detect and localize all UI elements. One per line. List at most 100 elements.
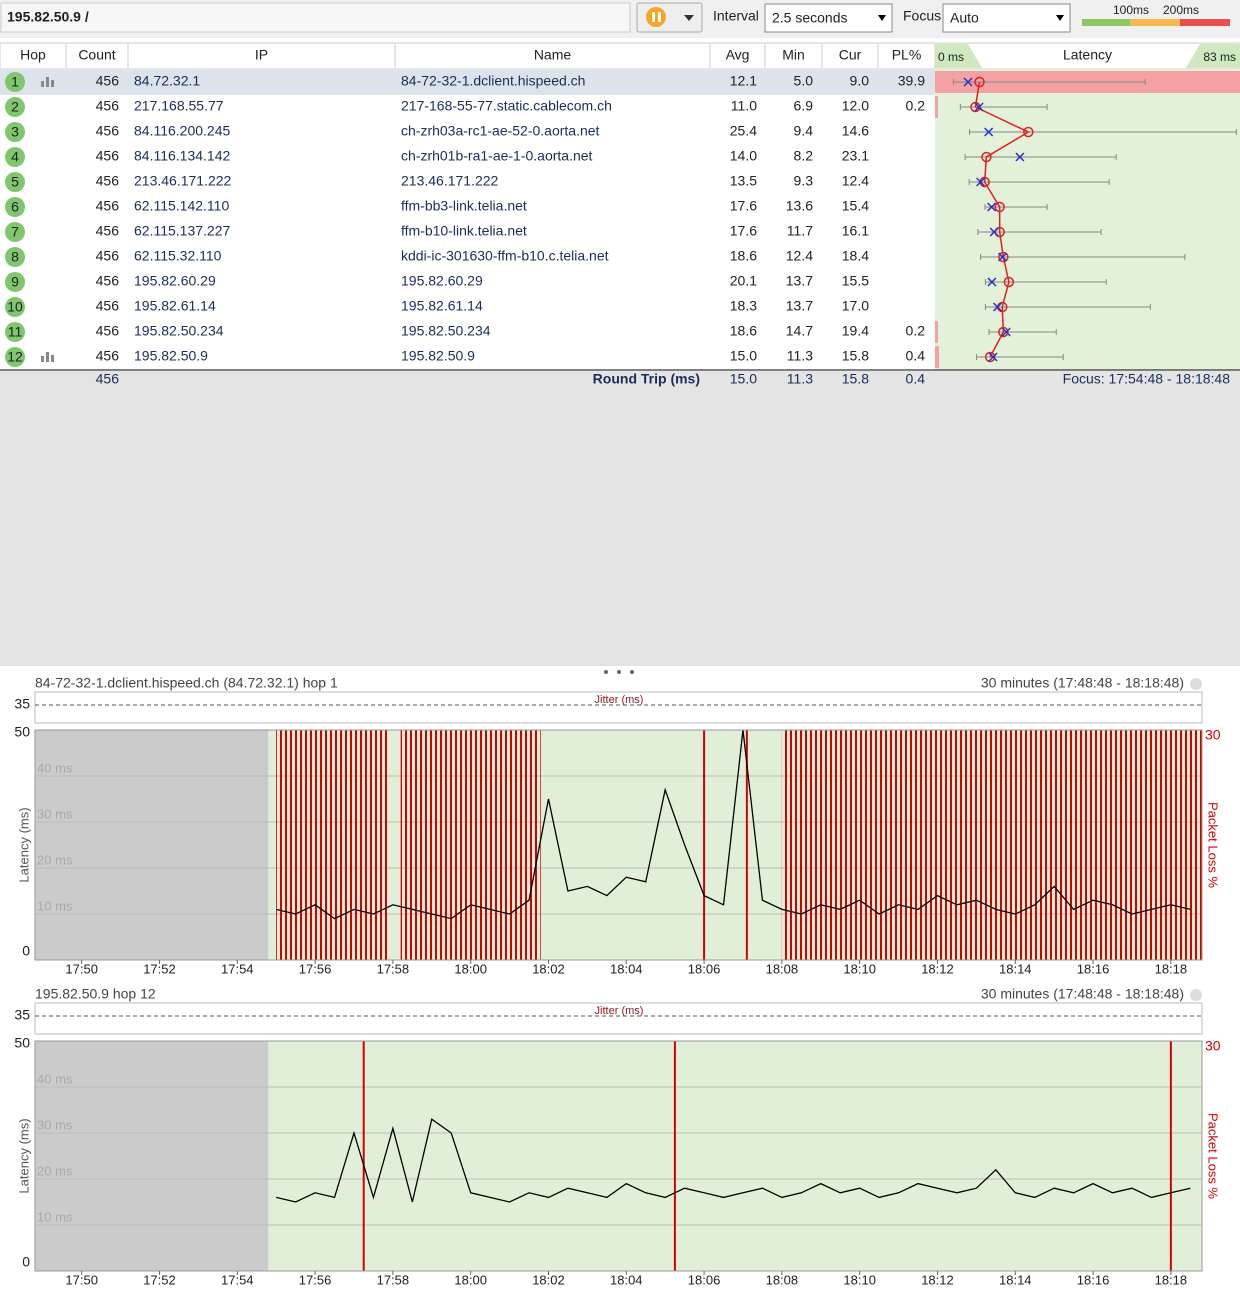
column-header: Min	[782, 47, 805, 63]
avg-marker	[998, 251, 1009, 263]
x-tick-label: 18:10	[843, 1272, 876, 1287]
x-tick-label: 18:16	[1077, 1272, 1110, 1287]
hop-badge	[5, 347, 25, 367]
ip: 195.82.61.14	[134, 298, 216, 314]
count: 456	[96, 248, 120, 264]
avg: 12.1	[730, 73, 757, 89]
avg-marker	[1023, 126, 1034, 138]
scale-red	[1180, 19, 1230, 26]
latency-min-label: 0 ms	[938, 50, 964, 64]
cur-marker	[1015, 152, 1025, 162]
x-tick-label: 18:00	[454, 1272, 487, 1287]
range-dropdown[interactable]	[1190, 989, 1202, 1001]
cur: 18.4	[842, 248, 869, 264]
host-name: ffm-b10-link.telia.net	[401, 223, 527, 239]
round-trip-avg: 15.0	[730, 371, 757, 387]
graph-icon	[51, 355, 54, 362]
x-tick-label: 17:52	[143, 1272, 176, 1287]
latency-max-label: 83 ms	[1203, 50, 1236, 64]
address-box[interactable]	[0, 2, 631, 33]
cur: 15.8	[842, 348, 869, 364]
avg-marker	[974, 76, 985, 88]
cur-marker	[974, 102, 984, 112]
selected-row	[0, 70, 935, 95]
min: 9.4	[794, 123, 814, 139]
y-tick-label: 40 ms	[37, 760, 73, 775]
hop-badge	[5, 297, 25, 317]
x-tick-label: 18:12	[921, 961, 954, 976]
plot-frame	[34, 729, 1203, 961]
hop-number: 12	[7, 349, 23, 365]
x-tick-label: 17:58	[377, 961, 410, 976]
ip: 84.72.32.1	[134, 73, 200, 89]
packet-loss: 39.9	[898, 73, 925, 89]
header-shade	[935, 44, 982, 68]
range-dropdown[interactable]	[1190, 678, 1202, 690]
hop-number: 5	[11, 174, 19, 190]
cur: 12.4	[842, 173, 869, 189]
count: 456	[96, 323, 120, 339]
graph-icon	[41, 356, 44, 362]
avg: 18.3	[730, 298, 757, 314]
count: 456	[96, 298, 120, 314]
avg: 17.6	[730, 198, 757, 214]
packet-loss: 0.2	[906, 323, 926, 339]
loss-bar	[935, 96, 938, 118]
hop-badge	[5, 322, 25, 342]
focus-label: Focus	[903, 8, 941, 24]
hop-badge	[5, 97, 25, 117]
y-tick-label: 40 ms	[37, 1071, 73, 1086]
cur: 16.1	[842, 223, 869, 239]
x-tick-label: 18:06	[688, 1272, 721, 1287]
cur: 15.5	[842, 273, 869, 289]
plot-frame	[34, 1040, 1203, 1272]
cur-marker	[987, 202, 997, 212]
avg: 15.0	[730, 348, 757, 364]
count: 456	[96, 123, 120, 139]
host-name: ffm-bb3-link.telia.net	[401, 198, 527, 214]
y-tick-label: 30 ms	[37, 806, 73, 821]
focus-select[interactable]	[942, 3, 1071, 33]
loss-band	[276, 730, 389, 960]
y2-axis-title: Packet Loss %	[1206, 802, 1221, 888]
host-name: ch-zrh01b-ra1-ae-1-0.aorta.net	[401, 148, 593, 164]
ip: 62.115.137.227	[134, 223, 230, 239]
ip: 84.116.200.245	[134, 123, 230, 139]
interval-select[interactable]	[764, 3, 893, 33]
host-name: 195.82.61.14	[401, 298, 483, 314]
y-axis-title: Latency (ms)	[16, 807, 31, 882]
graph-icon	[41, 81, 44, 87]
ip: 62.115.32.110	[134, 248, 222, 264]
column-header: Avg	[726, 47, 750, 63]
count: 456	[96, 148, 120, 164]
y-tick-label: 20 ms	[37, 852, 73, 867]
cur: 17.0	[842, 298, 869, 314]
focus-range: Focus: 17:54:48 - 18:18:48	[1063, 371, 1231, 387]
avg: 18.6	[730, 248, 757, 264]
dropdown-arrow	[684, 15, 694, 21]
round-trip-cur: 15.8	[842, 371, 869, 387]
dropdown-arrow	[1056, 15, 1064, 21]
hop-badge	[5, 147, 25, 167]
count: 456	[96, 348, 120, 364]
empty-area	[0, 371, 1240, 666]
pause-bar	[652, 12, 655, 22]
y2-axis-title: Packet Loss %	[1206, 1113, 1221, 1199]
round-trip-pl: 0.4	[906, 371, 926, 387]
hop-number: 6	[11, 199, 19, 215]
ip: 213.46.171.222	[134, 173, 232, 189]
x-tick-label: 18:12	[921, 1272, 954, 1287]
column-header: PL%	[892, 47, 922, 63]
cur: 14.6	[842, 123, 869, 139]
min: 13.6	[786, 198, 813, 214]
hop-number: 4	[11, 149, 19, 165]
host-name: ch-zrh03a-rc1-ae-52-0.aorta.net	[401, 123, 600, 139]
cur: 23.1	[842, 148, 869, 164]
cur-marker	[984, 127, 994, 137]
avg-marker	[984, 351, 996, 363]
dropdown-arrow	[878, 15, 886, 21]
x-tick-label: 18:06	[688, 961, 721, 976]
y2-tick-label: 30	[1205, 727, 1221, 743]
hop-number: 7	[11, 224, 19, 240]
hop-badge	[5, 197, 25, 217]
